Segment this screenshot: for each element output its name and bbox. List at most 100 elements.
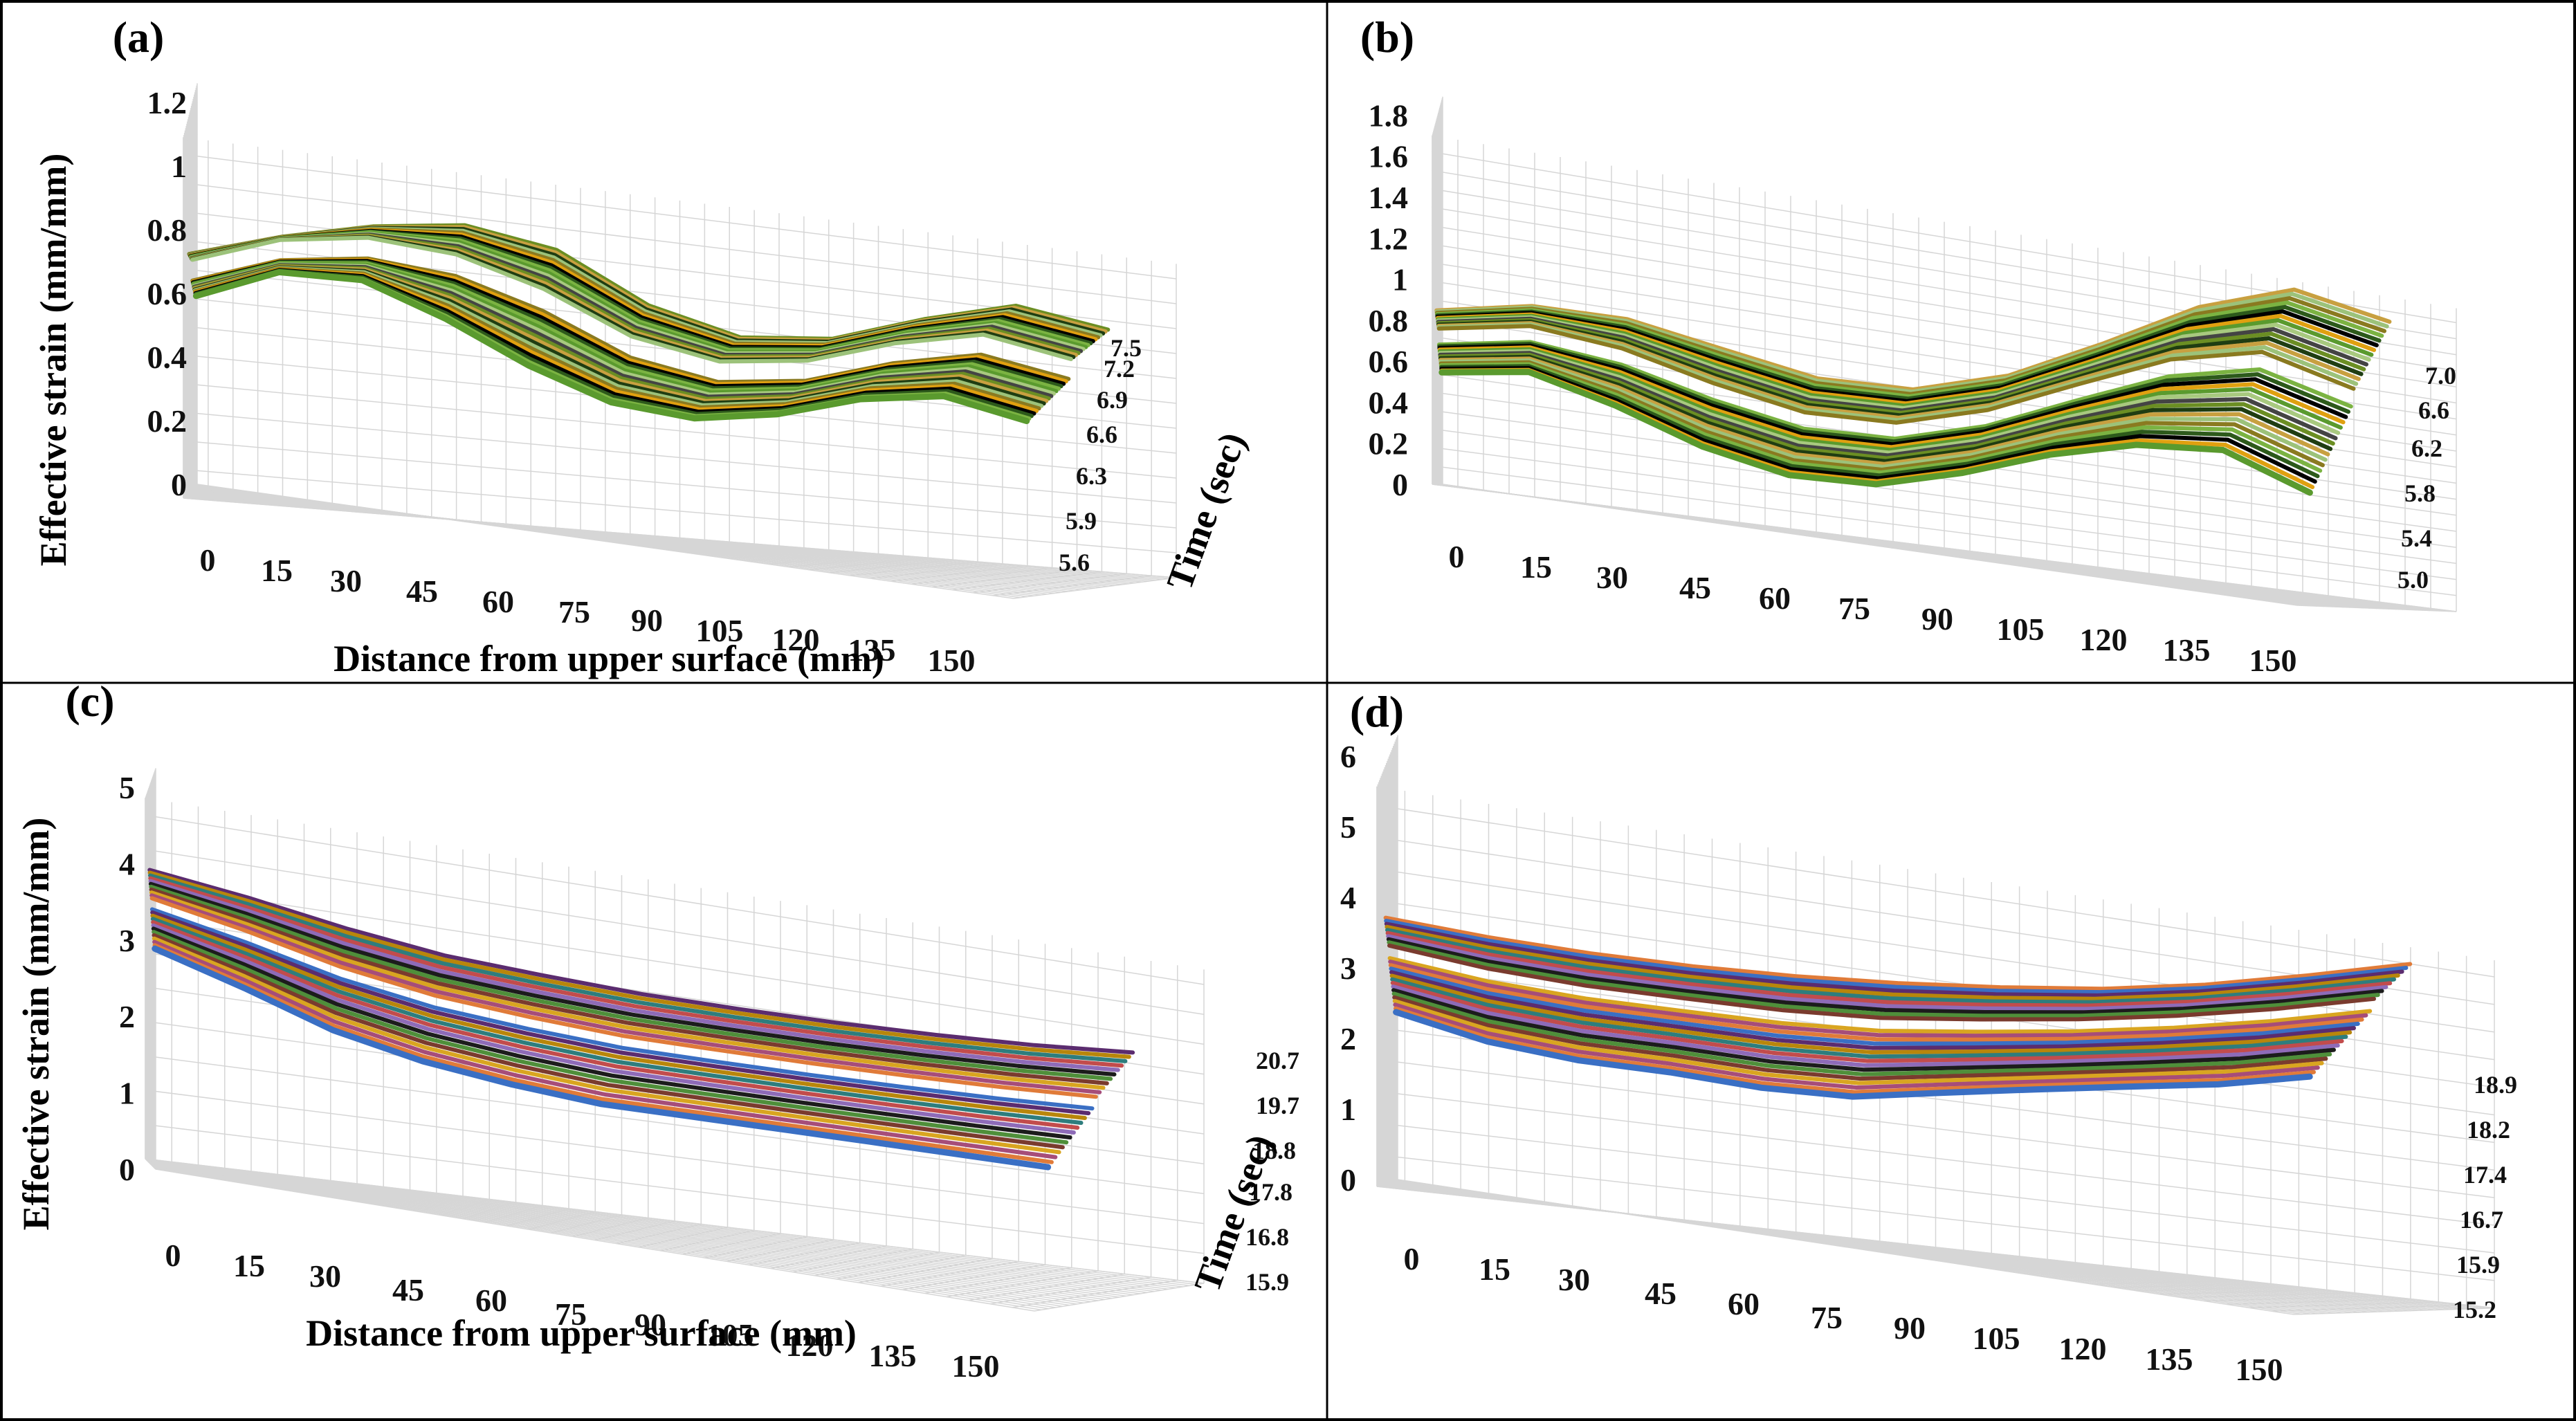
y-tick-label: 1.8 — [1369, 98, 1409, 133]
x-tick-label: 120 — [772, 622, 820, 657]
series-line — [190, 235, 1073, 364]
z-tick-label: 18.9 — [2474, 1071, 2517, 1099]
series-line — [148, 876, 1124, 1068]
sidewall-gridline — [145, 787, 156, 816]
y-tick-label: 4 — [119, 846, 135, 881]
backwall-gridline — [145, 814, 1205, 985]
x-tick-label: 45 — [1645, 1276, 1677, 1311]
series-line — [1383, 915, 2413, 991]
y-tick-label: 0.8 — [147, 212, 188, 248]
sidewall-gridline — [1376, 1038, 1398, 1060]
floor-gridline — [150, 1163, 1120, 1298]
z-tick-label: 6.9 — [1097, 386, 1128, 414]
x-tick-label: 105 — [1973, 1321, 2020, 1356]
x-tick-label: 75 — [558, 594, 590, 630]
backwall-gridline — [1432, 244, 2457, 404]
sidewall-gridline — [145, 978, 156, 988]
z-axis-title: Time (sec) — [1158, 427, 1254, 596]
sidewall-gridline — [183, 197, 198, 241]
series-group — [187, 223, 1111, 425]
backwall-gridline — [183, 154, 1177, 279]
backwall-gridline — [183, 412, 1177, 504]
series-line — [152, 945, 1052, 1171]
y-axis-title: Effective strain (mm/mm) — [15, 818, 57, 1231]
y-tick-label: 6 — [1340, 739, 1356, 774]
y-tick-label: 1.6 — [1369, 139, 1409, 174]
x-tick-label: 135 — [848, 632, 896, 668]
sidewall-gridline — [183, 452, 198, 470]
x-tick-label: 120 — [2080, 622, 2128, 657]
series-group — [147, 868, 1135, 1171]
series-line — [1389, 970, 2356, 1050]
floor-gridline — [149, 1163, 1126, 1297]
y-tick-label: 3 — [1340, 951, 1356, 986]
z-tick-label: 6.6 — [2418, 396, 2449, 424]
sidewall-gridline — [145, 825, 156, 850]
series-line — [148, 879, 1120, 1072]
series-line — [1387, 943, 2376, 1022]
sidewall-gridline — [183, 388, 198, 413]
floor-gridline — [152, 1165, 1091, 1303]
x-tick-label: 120 — [786, 1328, 834, 1363]
series-line — [152, 930, 1069, 1145]
series-line — [1437, 342, 2350, 444]
x-tick-label: 135 — [869, 1338, 917, 1373]
series-line — [149, 884, 1113, 1081]
floor-gridline — [153, 1166, 1070, 1306]
x-tick-label: 105 — [1997, 612, 2045, 647]
panel-label: (c) — [65, 677, 114, 726]
sidewall-gridline — [1432, 443, 1443, 448]
panel-grid — [183, 83, 1177, 599]
x-tick-label: 30 — [1596, 560, 1628, 595]
series-line — [1438, 356, 2330, 466]
y-tick-label: 2 — [1340, 1021, 1356, 1056]
series-line — [151, 926, 1072, 1140]
series-line — [1384, 919, 2409, 995]
panel-b-chart: 0 0.2 0.4 0.6 0.8 1 1.2 1.4 1.6 1.8 0 15 30 45 60 75 90 1… — [1360, 12, 2457, 678]
backwall-gridline — [1376, 1122, 2495, 1254]
series-line — [1385, 930, 2393, 1008]
y-tick-label: 5 — [1340, 809, 1356, 845]
series-line — [1387, 940, 2380, 1018]
x-tick-label: 90 — [1921, 601, 1953, 636]
z-tick-label: 6.2 — [2411, 434, 2442, 462]
y-tick-label: 1 — [1340, 1092, 1356, 1127]
series-line — [1438, 358, 2328, 469]
y-tick-label: 1 — [171, 149, 187, 184]
floor-gridline — [149, 1162, 1141, 1294]
z-tick-label: 5.8 — [2404, 479, 2436, 507]
z-tick-label: 17.8 — [1249, 1178, 1292, 1206]
sidewall-gridline — [145, 1158, 156, 1170]
y-tick-label: 0.2 — [1369, 426, 1409, 461]
x-tick-label: 105 — [706, 1317, 754, 1353]
y-axis-title: Effective strain (mm/mm) — [33, 154, 74, 567]
series-line — [192, 268, 1030, 425]
y-tick-label: 1.2 — [1369, 221, 1409, 256]
z-tick-label: 17.4 — [2463, 1161, 2507, 1189]
z-tick-label: 5.4 — [2401, 524, 2432, 552]
sidewall-gridline — [1376, 1108, 1398, 1124]
x-tick-label: 15 — [261, 553, 293, 588]
sidewall-gridline — [183, 356, 198, 384]
series-line — [1439, 364, 2320, 479]
sidewall-gridline — [1432, 381, 1443, 393]
series-line — [1438, 369, 2313, 496]
series-line — [151, 923, 1076, 1135]
panel-grid — [1432, 96, 2457, 612]
series-line — [150, 917, 1084, 1125]
series-line — [1437, 347, 2343, 452]
series-line — [1391, 984, 2340, 1067]
sidewall-gridline — [183, 261, 198, 298]
sidewall-gridline — [145, 1054, 156, 1056]
x-tick-label: 60 — [1728, 1286, 1760, 1321]
series-line — [151, 920, 1080, 1130]
series-line — [1385, 924, 2400, 1001]
series-line — [1393, 1002, 2320, 1090]
x-tick-label: 150 — [952, 1348, 1000, 1384]
x-tick-label: 90 — [1894, 1310, 1926, 1346]
series-line — [149, 887, 1109, 1085]
sidewall-gridline — [183, 324, 198, 356]
floor-gridline — [147, 1160, 1169, 1290]
